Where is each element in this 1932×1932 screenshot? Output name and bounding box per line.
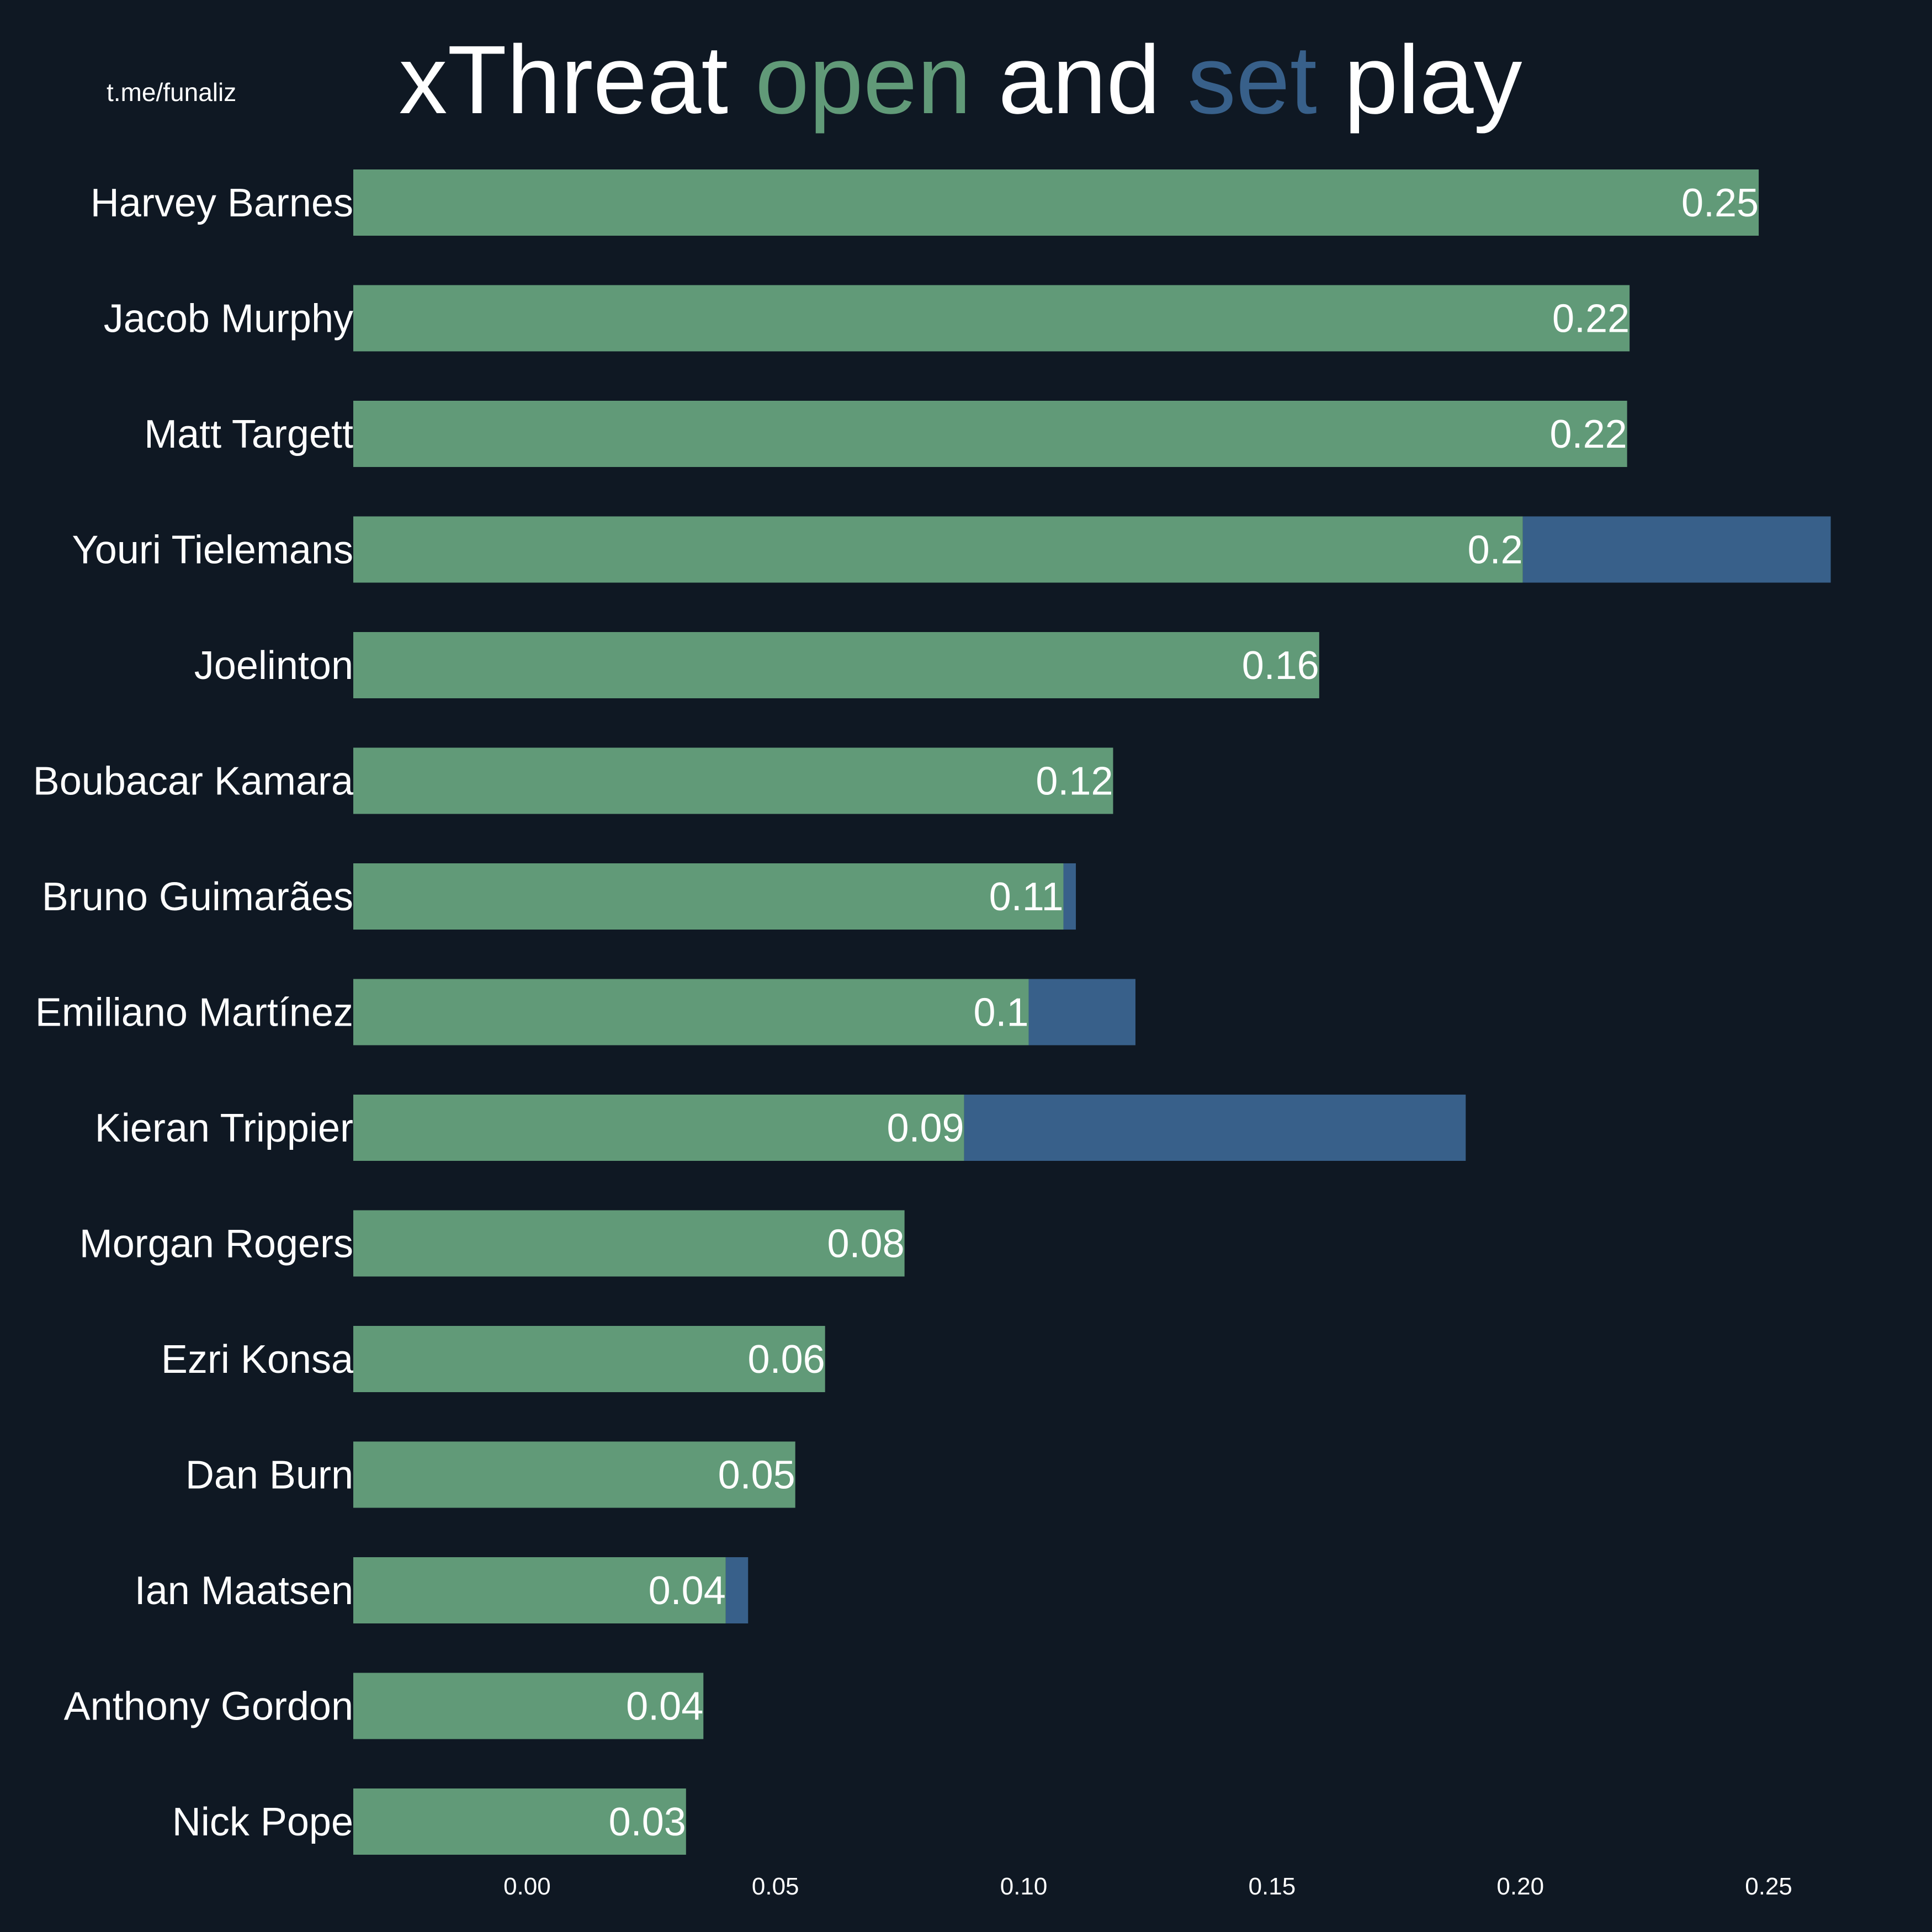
y-tick-label: Anthony Gordon (64, 1685, 353, 1729)
x-tick-label: 0.05 (752, 1873, 799, 1900)
title-part: play (1317, 26, 1522, 134)
y-tick-label: Boubacar Kamara (33, 760, 354, 804)
y-tick-label: Harvey Barnes (91, 181, 353, 225)
y-tick-label: Dan Burn (185, 1453, 353, 1498)
data-label: 0.06 (748, 1337, 825, 1382)
data-labels: 0.25 0.22 0.22 0.2 0.16 0.12 0.11 0.1 0.09 0.08 0.… (609, 181, 1759, 1844)
bar-set (964, 1095, 1466, 1161)
x-tick-label: 0.00 (503, 1873, 551, 1900)
bar-open (353, 401, 1627, 467)
bar-open (353, 1326, 825, 1392)
bar-open (353, 1557, 726, 1623)
data-label: 0.11 (989, 875, 1064, 919)
x-tick-label: 0.10 (1000, 1873, 1048, 1900)
y-tick-label: Joelinton (194, 644, 353, 688)
bar-open (353, 169, 1759, 236)
data-label: 0.2 (1468, 528, 1523, 572)
y-tick-label: Nick Pope (172, 1800, 353, 1844)
bar-open (353, 516, 1523, 583)
data-label: 0.05 (718, 1453, 795, 1498)
bar-open (353, 285, 1630, 352)
data-label: 0.16 (1242, 644, 1319, 688)
data-label: 0.22 (1550, 412, 1627, 457)
title-part: and (972, 26, 1187, 134)
x-tick-label: 0.15 (1249, 1873, 1296, 1900)
bar-set (1522, 516, 1831, 583)
y-tick-label: Ian Maatsen (135, 1569, 353, 1613)
data-label: 0.25 (1681, 181, 1759, 225)
data-label: 0.04 (649, 1569, 726, 1613)
y-axis-labels: Harvey Barnes Jacob Murphy Matt Targett You… (33, 181, 354, 1844)
y-tick-label: Ezri Konsa (161, 1337, 354, 1382)
title-part: set (1187, 26, 1317, 134)
title-part: xThreat (399, 26, 755, 134)
x-tick-label: 0.20 (1496, 1873, 1544, 1900)
bar-set (1063, 863, 1076, 930)
bar-open (353, 747, 1113, 814)
bar-open (353, 863, 1064, 930)
y-tick-label: Kieran Trippier (95, 1106, 353, 1150)
data-label: 0.1 (973, 991, 1028, 1035)
bar-set (1028, 979, 1135, 1045)
data-label: 0.12 (1036, 760, 1113, 804)
bar-open (353, 632, 1319, 698)
watermark: t.me/funaliz (107, 78, 236, 107)
title-part: open (755, 26, 972, 134)
x-axis-ticks: 0.00 0.05 0.10 0.15 0.20 0.25 (503, 1873, 1792, 1900)
bar-set (725, 1557, 749, 1623)
data-label: 0.22 (1552, 297, 1630, 341)
chart-title: xThreat open and set play (399, 26, 1522, 134)
data-label: 0.09 (887, 1106, 964, 1150)
bar-open (353, 979, 1029, 1045)
bar-open (353, 1210, 905, 1277)
y-tick-label: Matt Targett (144, 412, 353, 457)
y-tick-label: Emiliano Martínez (35, 991, 353, 1035)
x-tick-label: 0.25 (1745, 1873, 1792, 1900)
y-tick-label: Bruno Guimarães (42, 875, 353, 919)
data-label: 0.03 (609, 1800, 686, 1844)
bar-open (353, 1095, 964, 1161)
bar-open (353, 1788, 686, 1855)
y-tick-label: Morgan Rogers (79, 1222, 353, 1266)
bar-open (353, 1441, 795, 1508)
data-label: 0.08 (827, 1222, 904, 1266)
y-tick-label: Jacob Murphy (104, 297, 353, 341)
bar-open (353, 1673, 704, 1739)
y-tick-label: Youri Tielemans (72, 528, 353, 572)
data-label: 0.04 (626, 1685, 703, 1729)
bars (353, 169, 1831, 1855)
